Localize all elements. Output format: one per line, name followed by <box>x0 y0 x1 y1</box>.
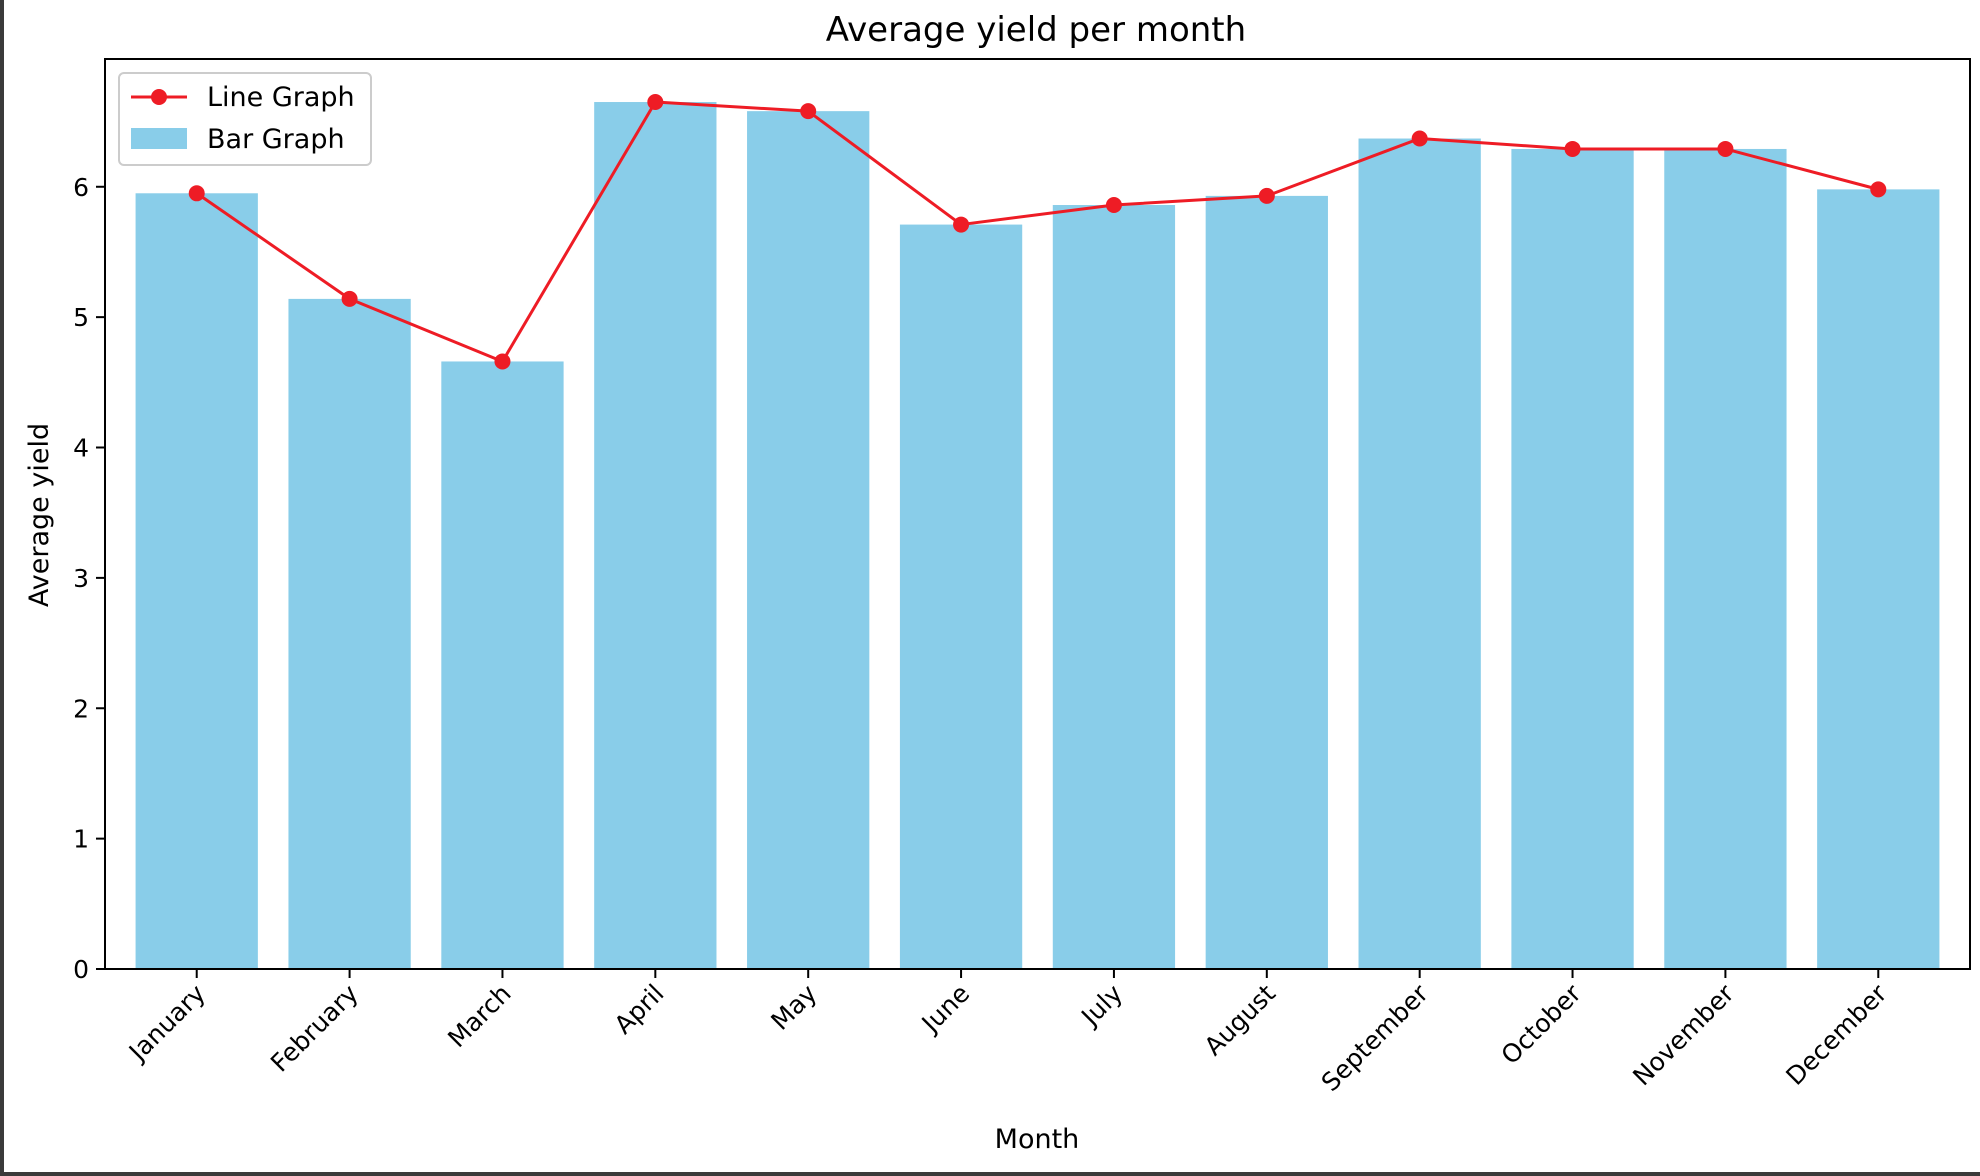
x-tick-label: December <box>1780 978 1893 1091</box>
y-tick-label: 4 <box>73 434 89 463</box>
line-point-november <box>1717 140 1734 157</box>
bar-december <box>1817 189 1940 969</box>
x-axis-label: Month <box>995 1124 1080 1155</box>
x-tick-label: January <box>122 979 211 1068</box>
line-point-april <box>647 94 664 111</box>
line-point-december <box>1870 181 1887 198</box>
y-tick-label: 1 <box>73 825 89 854</box>
legend-line-marker <box>151 89 167 105</box>
legend: Line Graph Bar Graph <box>118 72 372 166</box>
line-layer <box>188 94 1887 370</box>
x-tick-label: November <box>1627 978 1740 1091</box>
line-point-february <box>341 290 358 307</box>
y-tick-label: 0 <box>73 955 89 984</box>
bar-august <box>1205 195 1328 969</box>
bar-november <box>1664 148 1787 969</box>
x-tick-label: August <box>1199 979 1282 1062</box>
x-tick-label: April <box>609 979 670 1040</box>
x-tick-label: October <box>1496 978 1588 1070</box>
legend-line-label: Line Graph <box>207 82 355 113</box>
line-point-september <box>1411 130 1428 147</box>
y-axis: 0 1 2 3 4 5 6 <box>73 173 105 984</box>
bar-may <box>747 111 870 970</box>
line-point-may <box>800 103 817 120</box>
y-tick-label: 6 <box>73 173 89 202</box>
legend-bar-label: Bar Graph <box>207 124 345 155</box>
x-tick-label: July <box>1074 979 1128 1033</box>
x-tick-label: March <box>442 979 516 1053</box>
bar-january <box>135 193 258 969</box>
line-point-january <box>188 185 205 202</box>
x-tick-label: May <box>765 979 822 1036</box>
line-point-june <box>953 216 970 233</box>
line-point-march <box>494 353 511 370</box>
line-point-july <box>1105 197 1122 214</box>
line-point-august <box>1258 187 1275 204</box>
plot-area-border <box>104 58 1971 970</box>
bar-june <box>899 224 1023 969</box>
bar-march <box>441 361 564 969</box>
bar-september <box>1358 138 1481 969</box>
line-point-october <box>1564 140 1581 157</box>
chart-title: Average yield per month <box>826 10 1246 50</box>
y-tick-label: 2 <box>73 694 89 723</box>
bars-layer <box>135 102 1940 970</box>
chart-svg: 0 1 2 3 4 5 6 January February March April May June… <box>24 10 1971 1155</box>
x-tick-label: September <box>1316 978 1435 1097</box>
x-axis: January February March April May June July Augu… <box>122 969 1893 1097</box>
y-tick-label: 3 <box>73 564 89 593</box>
bar-february <box>288 298 411 969</box>
bar-april <box>594 102 717 969</box>
x-tick-label: June <box>915 979 975 1039</box>
y-tick-label: 5 <box>73 303 89 332</box>
bar-july <box>1052 205 1176 969</box>
x-tick-label: February <box>265 979 364 1078</box>
line-series <box>195 100 1879 363</box>
bar-october <box>1511 148 1634 969</box>
y-axis-label: Average yield <box>24 423 55 607</box>
legend-bar-swatch <box>131 128 187 149</box>
